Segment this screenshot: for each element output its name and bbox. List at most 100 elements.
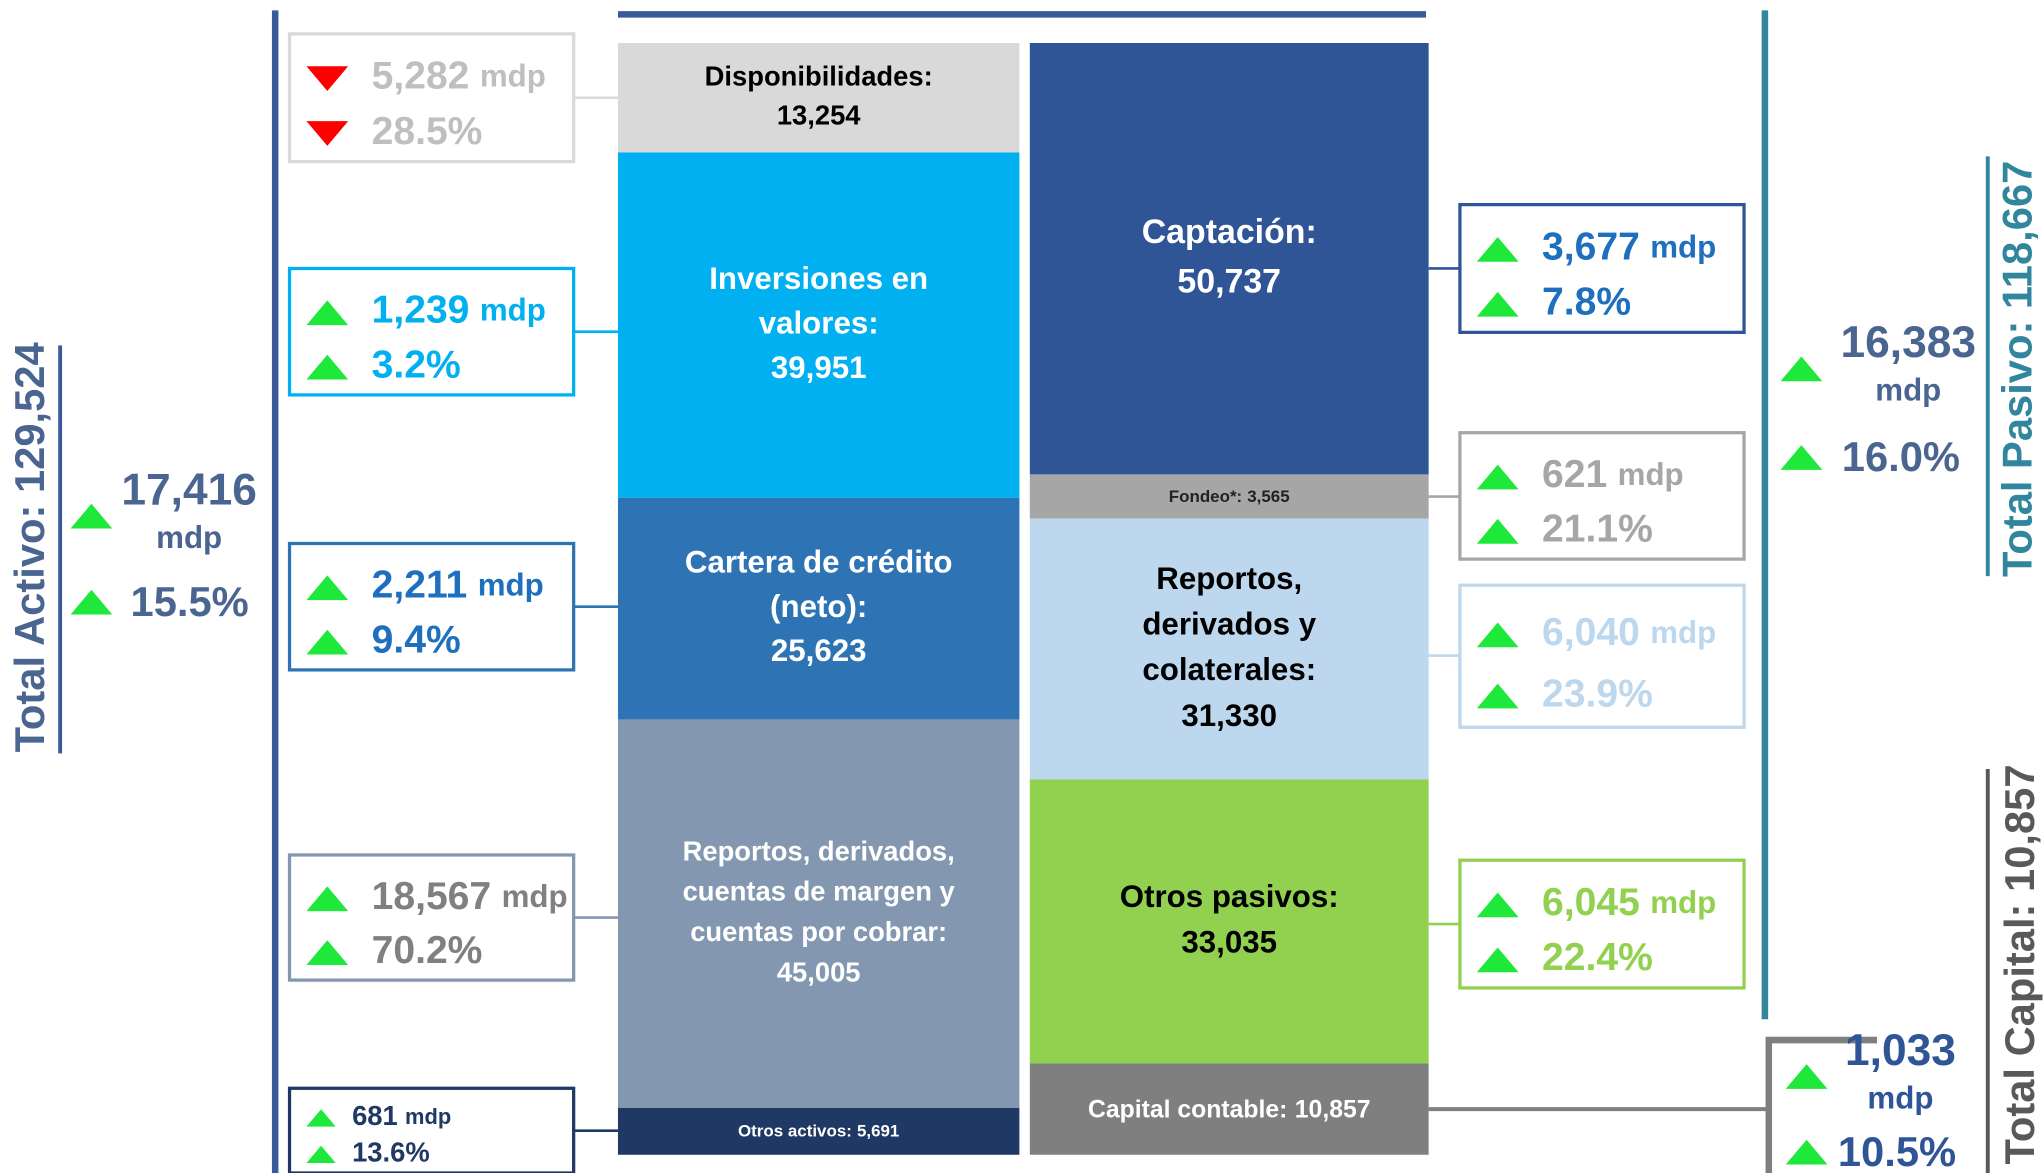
block-label: Inversiones en	[709, 261, 928, 296]
total-change-pct: 10.5%	[1838, 1128, 1956, 1173]
total-label: Total Capital: 10,857	[1996, 764, 2043, 1164]
balance-block	[1029, 474, 1429, 519]
block-label: Disponibilidades:	[705, 60, 933, 91]
change-pct: 21.1%	[1542, 508, 1653, 551]
block-label: Capital contable: 10,857	[1088, 1096, 1371, 1123]
balance-block	[617, 719, 1020, 1108]
block-label: Otros pasivos:	[1120, 879, 1339, 914]
block-value: 45,005	[777, 956, 861, 987]
direction-triangle	[306, 629, 349, 655]
unit: mdp	[478, 568, 544, 603]
total-change-unit: mdp	[1875, 373, 1941, 408]
direction-triangle	[306, 121, 349, 146]
change-box	[287, 32, 576, 164]
block-value: 13,254	[777, 100, 861, 131]
block-label: colaterales:	[1142, 652, 1316, 687]
balance-block	[1029, 779, 1429, 1064]
direction-triangle	[1785, 1139, 1828, 1165]
direction-triangle	[306, 575, 349, 601]
total-label: Total Pasivo: 118,667	[1993, 161, 2040, 577]
block-value: 50,737	[1177, 262, 1281, 300]
direction-triangle	[1476, 518, 1519, 544]
direction-triangle	[1780, 356, 1823, 382]
block-value: 39,951	[771, 350, 867, 385]
change-pct: 7.8%	[1542, 281, 1631, 324]
change-amount: 6,045 mdp	[1542, 881, 1716, 924]
direction-triangle	[1785, 1064, 1828, 1089]
block-label-text: Otros activos:	[738, 1122, 852, 1141]
amount: 6,040	[1542, 611, 1640, 654]
total-change-amount: 17,416	[121, 465, 257, 514]
total-change-pct: 15.5%	[131, 578, 249, 625]
change-amount: 5,282 mdp	[372, 55, 546, 98]
amount: 1,239	[372, 289, 470, 332]
total-change-amount: 16,383	[1841, 318, 1977, 367]
total-change-amount: 1,033	[1845, 1026, 1956, 1075]
direction-triangle	[1476, 291, 1519, 317]
direction-triangle	[306, 300, 349, 326]
change-amount: 681 mdp	[352, 1100, 451, 1131]
unit: mdp	[405, 1104, 451, 1129]
direction-triangle	[306, 1109, 336, 1127]
block-label: Otros activos: 5,691	[738, 1122, 899, 1141]
block-label-text: Capital contable:	[1088, 1096, 1287, 1123]
amount: 3,677	[1542, 226, 1640, 269]
direction-triangle	[1476, 947, 1519, 973]
balance-block	[617, 43, 1020, 153]
total-change-pct: 16.0%	[1842, 433, 1960, 480]
amount: 681	[352, 1100, 398, 1131]
direction-triangle	[306, 1145, 336, 1164]
change-pct: 9.4%	[372, 618, 461, 661]
direction-triangle	[1476, 622, 1519, 648]
change-amount: 18,567 mdp	[372, 875, 568, 918]
block-label: Fondeo*: 3,565	[1169, 487, 1290, 506]
balance-block	[1029, 43, 1429, 475]
unit: mdp	[1650, 885, 1716, 920]
block-value: 31,330	[1181, 698, 1277, 733]
change-amount: 1,239 mdp	[372, 289, 546, 332]
block-value: 3,565	[1247, 487, 1289, 506]
balance-block	[617, 152, 1020, 498]
unit: mdp	[1650, 615, 1716, 650]
change-amount: 621 mdp	[1542, 453, 1684, 496]
balance-block	[617, 497, 1020, 720]
direction-triangle	[1476, 892, 1519, 918]
block-value: 10,857	[1295, 1096, 1371, 1123]
block-label: cuentas por cobrar:	[690, 916, 947, 947]
direction-triangle	[1476, 464, 1519, 490]
block-label: Cartera de crédito	[685, 545, 953, 580]
change-pct: 70.2%	[372, 929, 483, 972]
direction-triangle	[70, 503, 113, 529]
direction-triangle	[306, 66, 349, 91]
direction-triangle	[306, 940, 349, 965]
unit: mdp	[480, 59, 546, 94]
change-amount: 3,677 mdp	[1542, 226, 1716, 269]
balance-block	[617, 1107, 1020, 1155]
change-pct: 23.9%	[1542, 672, 1653, 715]
block-value: 33,035	[1181, 925, 1277, 960]
direction-triangle	[306, 354, 349, 380]
unit: mdp	[480, 293, 546, 328]
unit: mdp	[1650, 230, 1716, 265]
block-label: cuentas de margen y	[683, 876, 956, 907]
unit: mdp	[1618, 457, 1684, 492]
change-amount: 2,211 mdp	[372, 564, 544, 607]
balance-block	[1029, 1063, 1429, 1155]
change-pct: 28.5%	[372, 110, 483, 153]
unit: mdp	[502, 879, 568, 914]
direction-triangle	[1476, 683, 1519, 709]
amount: 6,045	[1542, 881, 1640, 924]
total-label: Total Activo: 129,524	[6, 342, 53, 752]
total-change-unit: mdp	[156, 520, 222, 555]
direction-triangle	[70, 589, 113, 615]
direction-triangle	[306, 886, 349, 912]
block-label: Reportos,	[1156, 561, 1302, 596]
direction-triangle	[1476, 236, 1519, 262]
amount: 621	[1542, 453, 1607, 496]
amount: 18,567	[372, 875, 492, 918]
block-value: 25,623	[771, 633, 867, 668]
change-pct: 13.6%	[352, 1137, 430, 1168]
block-label: derivados y	[1142, 607, 1316, 642]
